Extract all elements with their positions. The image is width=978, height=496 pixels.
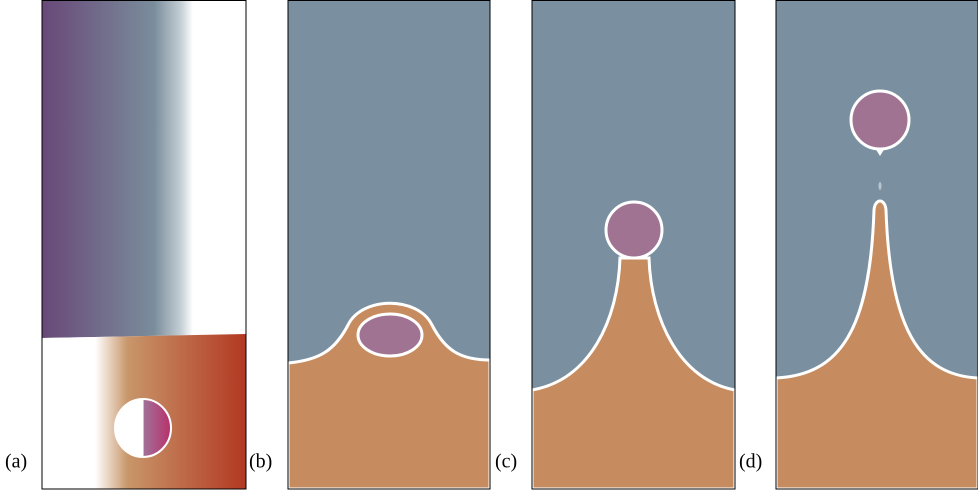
panel-c: [532, 0, 735, 489]
panel-label: (a): [5, 451, 27, 473]
panel-a: [42, 0, 246, 489]
panel-b: [288, 0, 490, 489]
panel-d: [776, 0, 978, 489]
panel-label: (d): [739, 451, 762, 473]
panel-label: (c): [495, 451, 517, 473]
figure: (a) (b) (c) (d): [0, 0, 978, 496]
panel-label: (b): [249, 451, 272, 473]
